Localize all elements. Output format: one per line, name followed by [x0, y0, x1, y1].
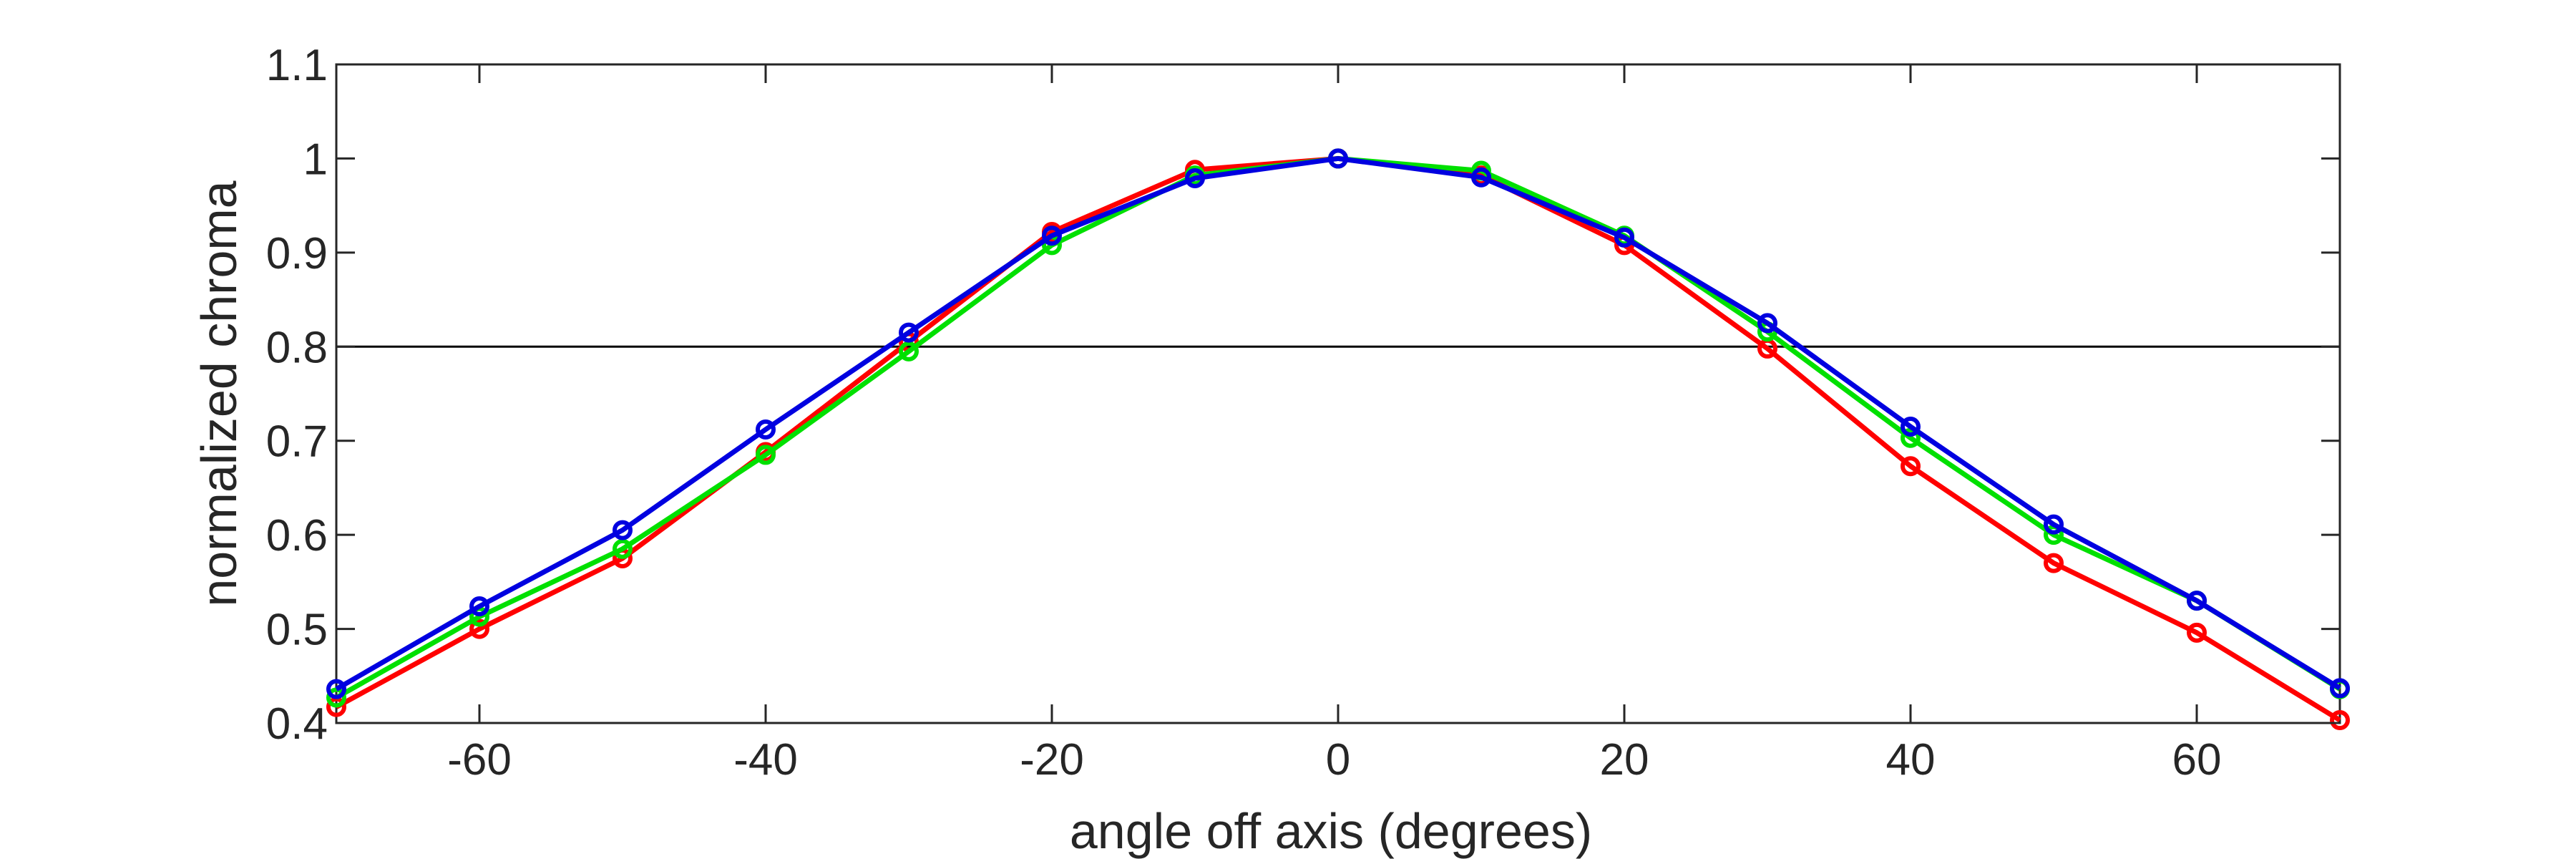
data-point [1471, 167, 1491, 188]
data-point [1328, 148, 1348, 169]
x-tick-label: -40 [733, 735, 798, 785]
x-tick-label: 60 [2172, 735, 2222, 785]
tick-labels-group: -60 -40 -20 0 20 40 60 0.4 0.5 0.6 0.7 0.8 0.9 1 1.1 [266, 41, 2222, 785]
data-point [326, 687, 346, 708]
data-point [756, 419, 776, 440]
y-tick-label: 1.1 [266, 41, 328, 90]
data-point [613, 538, 633, 559]
x-tick-label: 40 [1886, 735, 1936, 785]
data-point [326, 679, 346, 699]
data-point [1185, 168, 1205, 189]
data-point [2330, 678, 2350, 699]
data-point [1042, 225, 1062, 246]
data-point [2330, 710, 2350, 731]
y-tick-label: 0.6 [266, 511, 328, 560]
data-point [2044, 514, 2064, 535]
x-tick-label: 0 [1326, 735, 1350, 785]
y-tick-label: 0.4 [266, 699, 328, 749]
data-point [1614, 227, 1634, 248]
x-tick-label: -20 [1020, 735, 1084, 785]
series-line [335, 155, 2341, 691]
series-3 [326, 148, 2350, 699]
y-tick-label: 0.7 [266, 417, 328, 467]
data-point [756, 445, 776, 465]
data-point [469, 596, 489, 617]
data-point [2187, 591, 2207, 611]
x-tick-label: 20 [1600, 735, 1649, 785]
y-axis-label: normalized chroma [191, 180, 247, 606]
y-tick-label: 0.8 [266, 323, 328, 372]
x-tick-label: -60 [447, 735, 512, 785]
y-tick-label: 0.9 [266, 229, 328, 278]
data-point [1901, 417, 1921, 437]
x-axis-label: angle off axis (degrees) [1070, 803, 1592, 859]
data-point [899, 322, 919, 343]
data-point [1757, 313, 1777, 334]
data-point [1901, 456, 1921, 477]
y-tick-label: 1 [303, 135, 328, 184]
data-point [899, 341, 919, 361]
data-point [2044, 553, 2064, 573]
y-tick-label: 0.5 [266, 606, 328, 655]
series-group [326, 148, 2350, 731]
plot-area [335, 63, 2341, 724]
data-point [469, 618, 489, 639]
ticks-group [336, 63, 2340, 724]
data-point [613, 520, 633, 540]
data-point [1901, 427, 1921, 448]
plot-frame [335, 63, 2341, 724]
data-point [2187, 622, 2207, 643]
